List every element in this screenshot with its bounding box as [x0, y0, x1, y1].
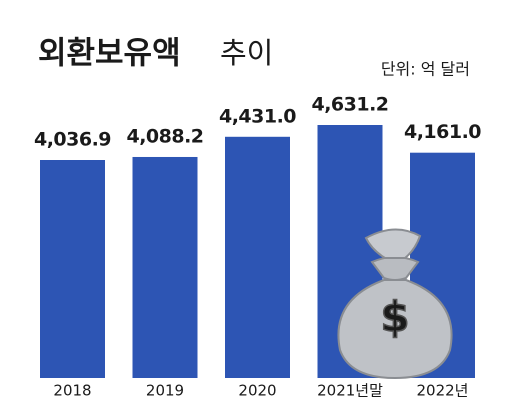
- value-label: 4,088.2: [126, 125, 203, 147]
- x-tick-label: 2018: [53, 382, 91, 400]
- chart-title: 외환보유액: [38, 36, 181, 72]
- money-bag: $: [337, 228, 453, 380]
- bar: [225, 136, 290, 378]
- value-label: 4,431.0: [219, 105, 296, 127]
- value-label: 4,631.2: [311, 94, 388, 116]
- dollar-sign: $: [380, 293, 409, 342]
- x-tick-label: 2020: [238, 382, 276, 400]
- chart-subtitle: 추이: [220, 36, 273, 70]
- value-label: 4,036.9: [34, 129, 111, 151]
- x-tick-label: 2022년: [417, 382, 469, 400]
- unit-label: 단위: 억 달러: [381, 60, 470, 79]
- x-tick-label: 2021년말: [317, 382, 383, 400]
- bar: [132, 156, 198, 378]
- bar: [40, 160, 105, 378]
- x-tick-label: 2019: [146, 382, 184, 400]
- value-label: 4,161.0: [404, 121, 481, 143]
